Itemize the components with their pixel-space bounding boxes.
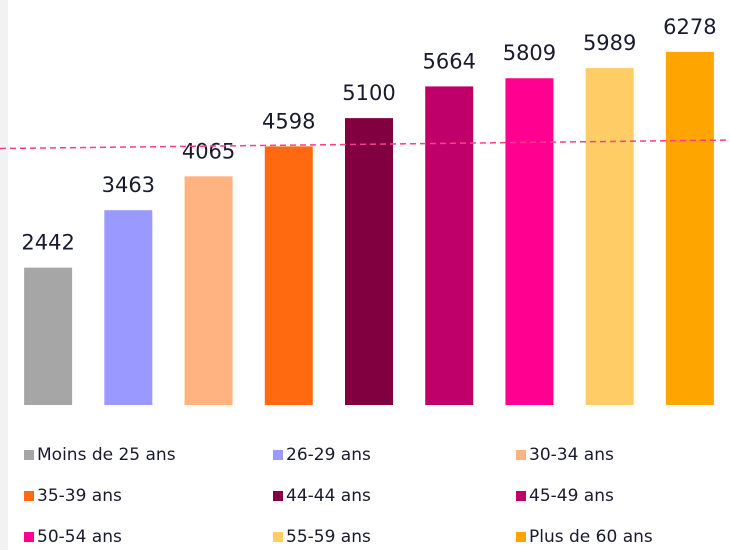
bar	[104, 210, 153, 405]
legend-swatch	[273, 450, 283, 460]
legend-label: 30-34 ans	[529, 445, 614, 465]
legend-swatch	[516, 491, 526, 501]
legend-label: 35-39 ans	[37, 486, 122, 506]
bar	[665, 51, 714, 406]
legend-swatch	[24, 450, 34, 460]
legend-label: 26-29 ans	[286, 445, 371, 465]
value-label: 4598	[262, 109, 315, 133]
legend-label: 45-49 ans	[529, 486, 614, 506]
legend-label: 50-54 ans	[37, 527, 122, 547]
legend-label: Plus de 60 ans	[529, 527, 653, 547]
value-label: 3463	[102, 173, 155, 197]
value-label: 5989	[583, 31, 636, 55]
bar	[345, 118, 393, 405]
legend-swatch	[516, 532, 526, 542]
value-label: 6278	[663, 15, 716, 39]
bar	[505, 78, 554, 406]
value-label: 4065	[182, 139, 235, 163]
value-label: 2442	[21, 231, 74, 255]
bar	[24, 267, 73, 405]
value-label: 5100	[342, 81, 395, 105]
bar	[425, 86, 474, 406]
bar	[264, 146, 313, 406]
legend-swatch	[24, 491, 34, 501]
legend-swatch	[273, 491, 283, 501]
bar	[184, 176, 233, 405]
value-label: 5809	[503, 41, 556, 65]
left-strip	[0, 0, 8, 550]
value-label: 5664	[422, 49, 475, 73]
legend-swatch	[273, 532, 283, 542]
legend-swatch	[24, 532, 34, 542]
reference-line	[0, 139, 730, 150]
legend-swatch	[516, 450, 526, 460]
legend-label: Moins de 25 ans	[37, 445, 176, 465]
legend-label: 44-44 ans	[286, 486, 371, 506]
legend-label: 55-59 ans	[286, 527, 371, 547]
bar	[585, 68, 634, 406]
